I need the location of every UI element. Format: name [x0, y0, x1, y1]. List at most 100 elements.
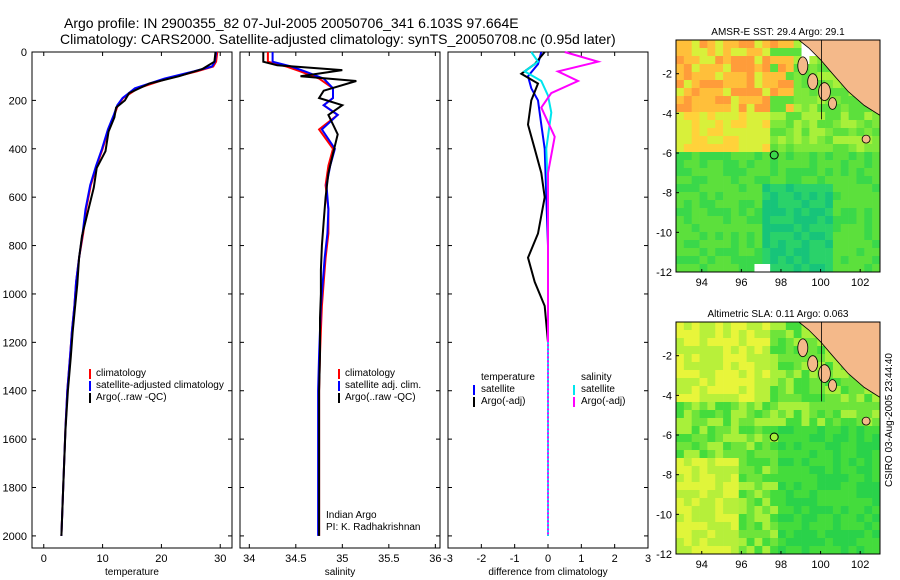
map-cell — [809, 128, 818, 137]
map-cell — [825, 80, 834, 89]
map-cell — [723, 530, 732, 539]
map-cell — [676, 40, 685, 49]
map-cell — [676, 104, 685, 113]
map-cell — [746, 240, 755, 249]
map-cell — [691, 224, 700, 233]
sla_map-ytick-label: -10 — [656, 509, 672, 521]
map-cell — [746, 362, 755, 371]
map-cell — [762, 474, 771, 483]
map-cell — [840, 264, 849, 273]
map-cell — [840, 224, 849, 233]
map-cell — [825, 104, 834, 113]
map-cell — [715, 322, 724, 331]
map-cell — [825, 402, 834, 411]
map-cell — [683, 394, 692, 403]
map-cell — [825, 160, 834, 169]
depth-tick-label: 400 — [9, 144, 27, 156]
map-cell — [683, 248, 692, 257]
map-cell — [746, 264, 755, 273]
map-cell — [707, 136, 716, 145]
map-cell — [691, 200, 700, 209]
map-cell — [832, 362, 842, 371]
map-cell — [770, 136, 779, 145]
map-cell — [738, 442, 747, 451]
map-cell — [691, 112, 700, 121]
map-cell — [770, 144, 779, 153]
map-cell — [746, 346, 755, 355]
map-cell — [762, 56, 771, 65]
map-cell — [738, 48, 747, 57]
map-cell — [864, 426, 873, 435]
diff-legend-right-label: satellite — [581, 384, 615, 395]
map-cell — [785, 96, 794, 105]
map-cell — [723, 160, 732, 169]
map-cell — [770, 418, 779, 427]
map-cell — [809, 498, 818, 507]
map-cell — [770, 394, 779, 403]
map-cell — [793, 410, 802, 419]
map-cell — [864, 144, 873, 153]
diff-legend-right-label: salinity — [581, 372, 612, 383]
sal-xtick-label: 34.5 — [285, 553, 306, 565]
depth-tick-label: 0 — [21, 47, 27, 59]
map-cell — [676, 490, 685, 499]
sal-legend-label: climatology — [345, 368, 395, 379]
map-cell — [848, 450, 857, 459]
map-cell — [801, 216, 810, 225]
map-cell — [793, 362, 802, 371]
map-cell — [872, 410, 881, 419]
map-cell — [778, 160, 787, 169]
sal-xlabel: salinity — [325, 567, 356, 578]
map-cell — [762, 546, 771, 555]
map-cell — [778, 64, 787, 73]
map-cell — [707, 426, 716, 435]
map-cell — [856, 466, 865, 475]
map-cell — [730, 120, 740, 129]
diff-xtick-label: 3 — [645, 553, 651, 565]
map-cell — [715, 256, 724, 265]
map-cell — [864, 120, 873, 129]
map-cell — [746, 176, 755, 185]
map-cell — [730, 330, 740, 339]
map-cell — [872, 530, 881, 539]
map-cell — [715, 200, 724, 209]
map-cell — [683, 434, 692, 443]
map-cell — [762, 88, 771, 97]
map-cell — [738, 104, 747, 113]
map-cell — [840, 546, 849, 555]
map-cell — [793, 322, 802, 331]
map-cell — [683, 232, 692, 241]
map-cell — [801, 362, 810, 371]
map-cell — [801, 200, 810, 209]
map-cell — [676, 56, 685, 65]
map-cell — [738, 224, 747, 233]
map-cell — [683, 378, 692, 387]
map-cell — [707, 474, 716, 483]
map-cell — [778, 48, 787, 57]
map-cell — [730, 88, 740, 97]
map-cell — [738, 144, 747, 153]
temp-legend-label: Argo(..raw -QC) — [96, 392, 167, 403]
map-cell — [676, 216, 685, 225]
map-cell — [746, 434, 755, 443]
map-cell — [793, 184, 802, 193]
map-cell — [801, 192, 810, 201]
map-cell — [730, 152, 740, 161]
map-cell — [872, 458, 881, 467]
map-cell — [872, 248, 881, 257]
map-cell — [707, 538, 716, 547]
map-cell — [762, 248, 771, 257]
map-cell — [840, 442, 849, 451]
map-cell — [730, 216, 740, 225]
map-cell — [793, 474, 802, 483]
depth-tick-label: 800 — [9, 241, 27, 253]
map-cell — [872, 466, 881, 475]
sst_map-ytick-label: -6 — [662, 148, 672, 160]
map-cell — [793, 248, 802, 257]
map-cell — [840, 200, 849, 209]
map-cell — [715, 216, 724, 225]
map-cell — [801, 136, 810, 145]
map-cell — [738, 514, 747, 523]
map-cell — [785, 522, 794, 531]
diff-xlabel: difference from climatology — [488, 567, 607, 578]
